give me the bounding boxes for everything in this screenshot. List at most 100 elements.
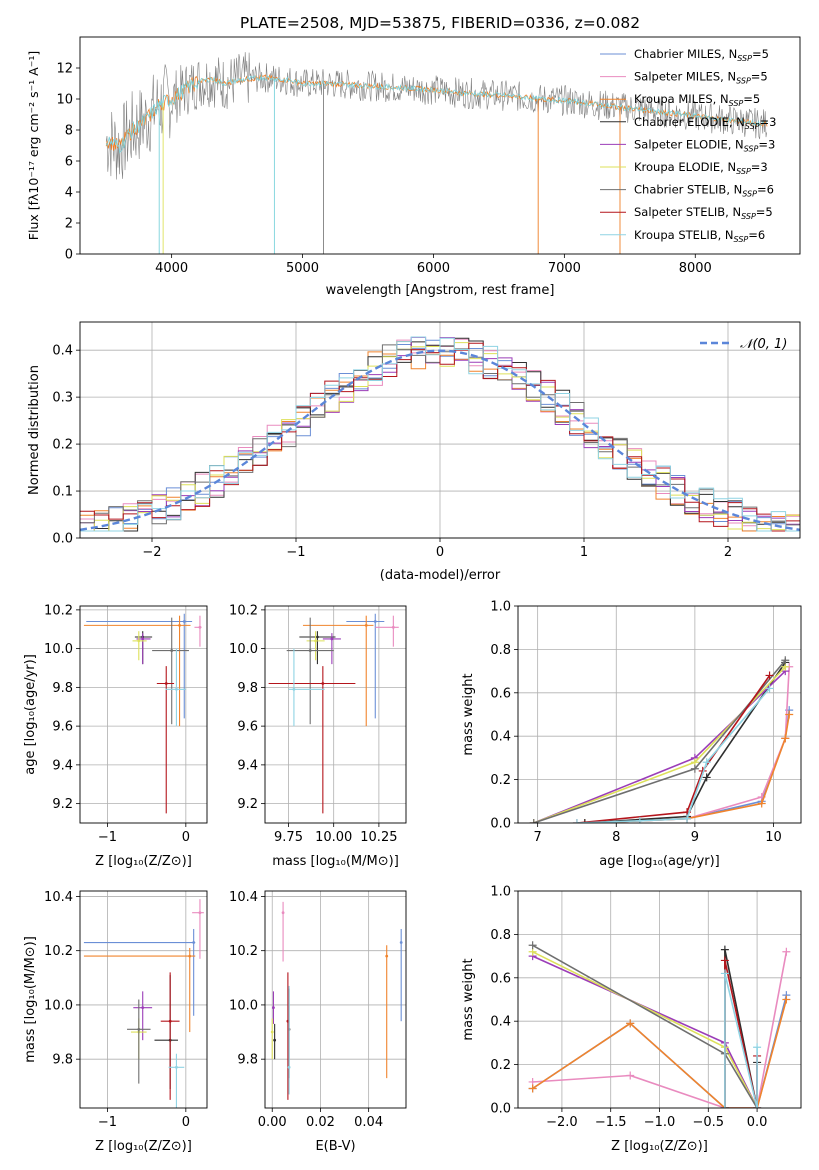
x-tick-label: 0	[182, 1115, 190, 1130]
weight-marker	[720, 956, 729, 965]
y-tick-label: 9.2	[237, 797, 258, 812]
x-tick-label: −1.5	[595, 1115, 627, 1130]
y-tick-label: 0.6	[490, 686, 511, 701]
legend-label: Salpeter STELIB, NSSP=5	[634, 205, 773, 221]
x-tick-label: 0	[182, 830, 190, 845]
legend-label-tail: =5	[756, 205, 773, 219]
data-point	[314, 639, 318, 643]
x-tick-label: −1	[98, 1115, 117, 1130]
y-axis-label: mass weight	[461, 958, 476, 1040]
plot-area	[268, 613, 399, 814]
legend-label-text: Kroupa MILES, N	[634, 92, 729, 106]
panel-mass-vs-metallicity: −1 0 9.8 10.0 10.2 10.4 Z [log₁₀(Z/Z⊙)] mass [l…	[23, 890, 208, 1154]
x-tick-label: 6000	[417, 261, 450, 276]
data-point	[198, 911, 202, 915]
panel-mass-weight-vs-metallicity: −2.0 −1.5 −1.0 −0.5 0.0 0.0 0.2 0.4 0.6 0.8 1.0 Z […	[461, 885, 802, 1154]
data-point	[178, 623, 181, 627]
y-tick-label: 10.2	[44, 603, 73, 618]
legend-label-subscript: SSP	[742, 190, 757, 199]
y-tick-label: 0.2	[490, 773, 511, 788]
y-tick-label: 10.4	[229, 890, 258, 905]
legend-label: Kroupa STELIB, NSSP=6	[634, 228, 765, 244]
x-tick-label: 0.02	[306, 1115, 335, 1130]
y-tick-label: 1.0	[490, 600, 511, 615]
data-point	[385, 954, 389, 958]
y-tick-label: 0	[65, 248, 73, 263]
y-tick-label: 10.2	[44, 944, 73, 959]
legend-label-tail: =3	[751, 160, 768, 174]
y-tick-label: 10.0	[229, 998, 258, 1013]
data-point	[373, 620, 377, 623]
y-tick-label: 0.8	[490, 928, 511, 943]
histogram-step-series	[80, 342, 800, 532]
data-point	[198, 625, 202, 629]
weight-marker	[528, 1084, 537, 1093]
data-point	[292, 687, 296, 691]
legend-label-tail: =5	[752, 47, 769, 61]
legend-label-subscript: SSP	[744, 144, 759, 153]
x-tick-label: 7	[534, 830, 542, 845]
legend-label-text: Salpeter STELIB, N	[634, 205, 741, 219]
y-tick-label: 9.6	[52, 720, 73, 735]
x-tick-label: −1	[286, 545, 305, 560]
x-tick-label: 0.0	[747, 1115, 768, 1130]
y-tick-label: 0.1	[52, 485, 73, 500]
x-axis-label: Z [log₁₀(Z/Z⊙)]	[95, 1139, 192, 1154]
data-point	[272, 1006, 275, 1010]
axes-frame	[517, 890, 802, 1109]
axes-frame	[517, 605, 802, 824]
weight-marker	[757, 799, 766, 808]
x-axis-label: (data-model)/error	[380, 568, 501, 583]
weight-series-line	[584, 710, 790, 823]
data-point	[308, 649, 312, 652]
y-tick-label: 0.4	[52, 344, 73, 359]
data-point	[137, 1027, 141, 1031]
weight-marker	[683, 814, 692, 823]
legend-label: 𝒩(0, 1)	[740, 337, 787, 352]
weight-marker	[781, 656, 790, 665]
legend-label-tail: =6	[748, 228, 765, 242]
weight-marker	[626, 1071, 635, 1080]
x-axis-label: Z [log₁₀(Z/Z⊙)]	[611, 1139, 708, 1154]
weight-series-line	[724, 973, 758, 1108]
data-point	[168, 1019, 172, 1023]
legend-label: Kroupa ELODIE, NSSP=3	[634, 160, 768, 176]
axes-frame	[79, 890, 208, 1109]
x-tick-label: 5000	[286, 261, 319, 276]
y-tick-label: 0.2	[490, 1058, 511, 1073]
x-axis-label: E(B-V)	[315, 1139, 355, 1154]
weight-series-line	[532, 999, 788, 1108]
y-tick-label: 0.3	[52, 391, 73, 406]
legend-label-text: Kroupa STELIB, N	[634, 228, 734, 242]
y-tick-label: 9.8	[237, 1053, 258, 1068]
y-tick-label: 0.8	[490, 643, 511, 658]
histogram-step-series	[80, 336, 800, 532]
data-point	[170, 649, 174, 652]
x-tick-label: 0.04	[354, 1115, 383, 1130]
weight-marker	[782, 947, 791, 956]
legend-label-text: Chabrier ELODIE, N	[634, 115, 745, 129]
y-tick-label: 1.0	[490, 885, 511, 900]
legend-label-text: Chabrier MILES, N	[634, 47, 737, 61]
x-tick-label: −1	[98, 830, 117, 845]
x-tick-label: 10.00	[315, 830, 352, 845]
y-tick-label: 10.0	[44, 998, 73, 1013]
legend-label-subscript: SSP	[737, 54, 752, 63]
legend-label: Chabrier STELIB, NSSP=6	[634, 183, 774, 199]
weight-marker	[720, 1104, 729, 1108]
x-axis-label: Z [log₁₀(Z/Z⊙)]	[95, 854, 192, 869]
legend-label: Salpeter MILES, NSSP=5	[634, 70, 768, 86]
panel-residual-histogram: −2 −1 0 1 2 0.0 0.1 0.2 0.3 0.4 𝒩(0, 1) (data-model…	[27, 321, 801, 583]
data-point	[164, 682, 168, 685]
y-tick-label: 6	[65, 155, 73, 170]
data-point	[321, 682, 325, 685]
legend-label-subscript: SSP	[736, 77, 751, 86]
legend-label-tail: =5	[743, 92, 760, 106]
panel-spectrum: 4000 5000 6000 7000 8000 0 2 4 6 8 10 12 Chabrier MI…	[26, 14, 801, 298]
weight-marker	[690, 764, 699, 773]
y-tick-label: 9.6	[237, 720, 258, 735]
legend-label: Chabrier ELODIE, NSSP=3	[634, 115, 776, 131]
weight-marker	[753, 1104, 762, 1108]
legend-label-text: Salpeter ELODIE, N	[634, 137, 744, 151]
